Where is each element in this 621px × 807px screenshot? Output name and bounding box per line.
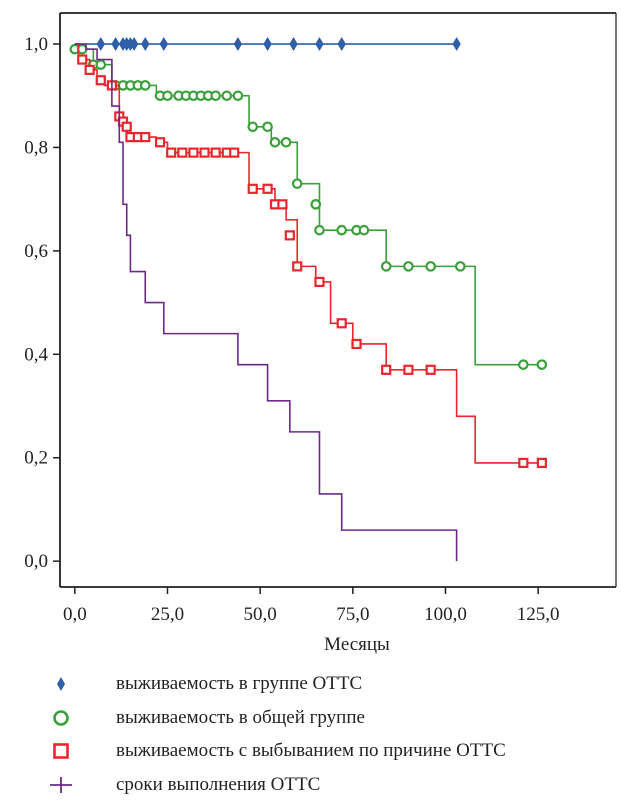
diamond-marker-icon (57, 677, 65, 691)
censor-mark (162, 90, 173, 102)
censor-mark (262, 183, 273, 194)
series-layer (69, 37, 548, 562)
y-tick-label: 0,6 (24, 241, 48, 262)
censor-mark (403, 261, 414, 272)
censor-mark (314, 276, 325, 288)
censor-mark (247, 121, 259, 133)
censor-mark (291, 178, 303, 189)
censor-mark (210, 90, 221, 102)
censor-mark (262, 121, 273, 133)
censor-mark (336, 224, 348, 236)
censor-mark (166, 147, 177, 158)
y-tick-label: 0,4 (24, 344, 48, 365)
y-tick-label: 0,2 (24, 448, 48, 469)
y-tick-group: 0,0 0,2 0,4 0,6 0,8 1,0 (24, 34, 60, 572)
censor-mark (139, 80, 151, 91)
square-marker-icon (53, 743, 69, 759)
censor-mark (210, 147, 221, 158)
chart-axes (59, 12, 617, 588)
censor-mark (425, 261, 436, 272)
legend: выживаемость в группе ОТТС выживаемость в… (46, 672, 606, 806)
censor-mark (154, 137, 166, 148)
censor-mark (277, 199, 288, 210)
censor-mark (380, 261, 392, 272)
censor-mark (232, 90, 244, 102)
censor-mark (96, 37, 105, 51)
censor-mark (140, 132, 151, 143)
x-tick-label: 125,0 (517, 604, 560, 625)
series-3 (74, 43, 547, 468)
censor-mark (95, 59, 107, 71)
censor-mark (280, 136, 292, 148)
censor-mark (247, 183, 258, 194)
censor-mark (84, 64, 95, 75)
censor-mark (111, 37, 120, 51)
censor-mark (336, 318, 347, 329)
plus-marker-icon (50, 776, 72, 793)
legend-label: сроки выполнения ОТТС (116, 773, 321, 795)
survival-chart: 0,0 0,2 0,4 0,6 0,8 1,0 0,0 25,0 50,0 75,0 100,0 1… (24, 12, 617, 655)
legend-item: выживаемость в общей группе (46, 706, 606, 740)
censor-mark (358, 224, 370, 236)
censor-mark (337, 37, 346, 51)
legend-item: выживаемость в группе ОТТС (46, 672, 606, 706)
series-line (74, 43, 542, 366)
x-tick-label: 0,0 (63, 604, 87, 625)
y-tick-label: 0,8 (24, 137, 48, 158)
censor-mark (141, 37, 150, 51)
censor-mark (269, 136, 281, 148)
censor-mark (351, 338, 362, 350)
y-tick-label: 1,0 (24, 34, 48, 55)
x-tick-label: 100,0 (424, 604, 467, 625)
censor-mark (292, 261, 303, 272)
censor-mark (289, 37, 298, 51)
censor-mark (518, 457, 529, 468)
censor-mark (381, 364, 392, 375)
censor-mark (177, 147, 188, 158)
series-2 (69, 43, 548, 370)
legend-item: выживаемость с выбыванием по причине ОТТ… (46, 739, 606, 773)
legend-label: выживаемость в группе ОТТС (116, 673, 363, 694)
censor-mark (233, 37, 243, 51)
censor-mark (77, 54, 88, 65)
censor-mark (159, 37, 168, 51)
censor-mark (199, 147, 210, 158)
censor-mark (284, 230, 295, 241)
censor-mark (314, 224, 325, 236)
x-tick-label: 75,0 (336, 604, 369, 625)
x-tick-label: 50,0 (244, 604, 277, 625)
censor-mark (403, 364, 414, 375)
legend-label: выживаемость в общей группе (116, 706, 365, 728)
censor-mark (188, 147, 199, 158)
censor-mark (536, 359, 548, 370)
circle-marker-icon (53, 709, 69, 726)
censor-mark (518, 359, 529, 370)
censor-mark (455, 261, 466, 272)
x-axis-label: Месяцы (324, 634, 390, 655)
series-line (74, 43, 458, 562)
x-tick-group: 0,0 25,0 50,0 75,0 100,0 125,0 (63, 587, 560, 625)
series-1 (74, 37, 461, 51)
censor-mark (310, 199, 322, 210)
censor-mark (452, 37, 461, 51)
series-4 (74, 43, 458, 562)
censor-mark (315, 37, 324, 51)
censor-mark (425, 364, 436, 375)
censor-mark (221, 90, 233, 102)
series-line (74, 43, 542, 464)
x-tick-label: 25,0 (151, 604, 184, 625)
y-tick-label: 0,0 (24, 551, 48, 572)
censor-mark (263, 37, 272, 51)
censor-mark (229, 147, 240, 158)
censor-mark (95, 75, 106, 86)
censor-mark (129, 37, 139, 51)
legend-label: выживаемость с выбыванием по причине ОТТ… (116, 740, 506, 761)
censor-mark (536, 457, 547, 468)
censor-mark (121, 121, 132, 132)
legend-item: сроки выполнения ОТТС (46, 773, 606, 807)
